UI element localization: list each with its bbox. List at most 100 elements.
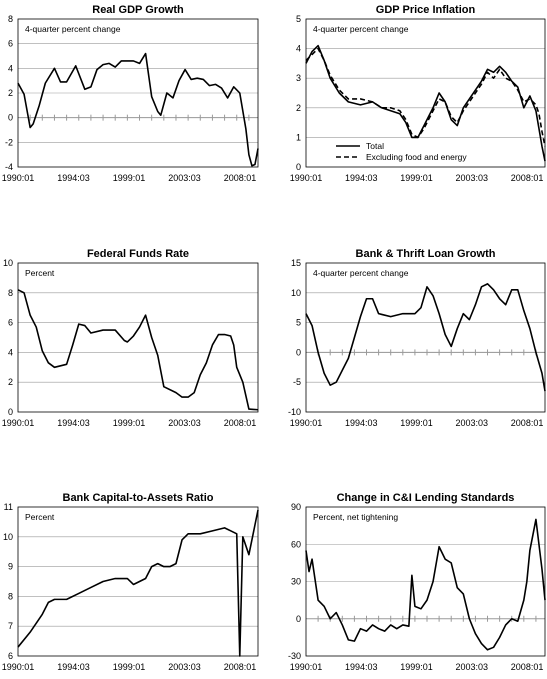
chart-title: Real GDP Growth <box>92 4 184 16</box>
chart-annotation: 4-quarter percent change <box>313 24 409 34</box>
series-line-1 <box>17 52 259 167</box>
x-tick-label: 1990:01 <box>2 418 35 428</box>
y-tick-label: 0 <box>8 407 13 417</box>
series-line-1 <box>17 509 259 657</box>
x-tick-label: 2003:03 <box>456 173 489 183</box>
y-tick-label: -2 <box>5 137 13 147</box>
y-tick-label: -4 <box>5 162 13 172</box>
series-line-2 <box>305 47 546 147</box>
chart-annotation: Percent <box>25 268 55 278</box>
y-tick-label: 10 <box>3 532 13 542</box>
x-tick-label: 1999:01 <box>400 173 433 183</box>
y-tick-label: 10 <box>291 288 301 298</box>
plot-frame <box>305 18 546 168</box>
legend-entry: Excluding food and energy <box>366 152 467 162</box>
x-tick-label: 2008:01 <box>224 173 257 183</box>
series-line-1 <box>305 44 546 162</box>
x-tick-label: 2003:03 <box>456 662 489 672</box>
y-tick-label: 4 <box>296 44 301 54</box>
x-tick-label: 2003:03 <box>456 418 489 428</box>
x-tick-label: 1990:01 <box>290 662 323 672</box>
y-tick-label: 8 <box>8 14 13 24</box>
y-tick-label: 2 <box>8 88 13 98</box>
y-tick-label: 5 <box>296 14 301 24</box>
y-tick-label: 6 <box>8 651 13 661</box>
y-tick-label: 0 <box>296 614 301 624</box>
y-tick-label: 2 <box>8 377 13 387</box>
chart-2: GDP Price Inflation 0 1 2 3 4 5 1990:01 1994:03 1… <box>290 4 546 183</box>
x-tick-label: 1990:01 <box>290 418 323 428</box>
y-tick-label: 6 <box>8 39 13 49</box>
chart-annotation: 4-quarter percent change <box>313 268 409 278</box>
y-tick-label: 2 <box>296 103 301 113</box>
y-tick-label: 0 <box>296 347 301 357</box>
y-tick-label: 9 <box>8 562 13 572</box>
x-tick-label: 2008:01 <box>511 418 544 428</box>
y-tick-label: -5 <box>293 377 301 387</box>
x-tick-label: 1999:01 <box>113 418 146 428</box>
y-tick-label: -30 <box>288 651 301 661</box>
plot-frame <box>17 262 259 413</box>
x-tick-label: 1990:01 <box>2 173 35 183</box>
series-line-1 <box>305 283 546 392</box>
legend-entry: Total <box>366 141 384 151</box>
chart-title: Change in C&I Lending Standards <box>337 492 515 504</box>
y-tick-label: 1 <box>296 132 301 142</box>
plot-frame <box>305 506 546 657</box>
x-tick-label: 1999:01 <box>113 662 146 672</box>
x-tick-label: 1990:01 <box>290 173 323 183</box>
x-tick-label: 2003:03 <box>168 662 201 672</box>
chart-title: Bank & Thrift Loan Growth <box>356 248 496 260</box>
x-tick-label: 1994:03 <box>345 173 378 183</box>
series-line-1 <box>305 518 546 651</box>
plot-frame <box>305 262 546 413</box>
x-tick-label: 1994:03 <box>57 173 90 183</box>
chart-annotation: Percent, net tightening <box>313 512 398 522</box>
x-tick-label: 1999:01 <box>400 418 433 428</box>
x-tick-label: 2008:01 <box>224 418 257 428</box>
chart-1: Real GDP Growth -4 -2 0 2 4 6 8 1990:01 1994:03 19… <box>2 4 259 183</box>
chart-title: Bank Capital-to-Assets Ratio <box>63 492 214 504</box>
x-tick-label: 1999:01 <box>113 173 146 183</box>
y-tick-label: 15 <box>291 258 301 268</box>
x-tick-label: 2008:01 <box>511 173 544 183</box>
y-tick-label: 4 <box>8 347 13 357</box>
y-tick-label: 11 <box>4 502 13 512</box>
y-tick-label: 5 <box>296 318 301 328</box>
x-tick-label: 1999:01 <box>400 662 433 672</box>
plot-frame <box>17 506 259 657</box>
y-tick-label: 10 <box>3 258 13 268</box>
chart-5: Bank Capital-to-Assets Ratio 6 7 8 9 10 11 1990… <box>2 492 259 672</box>
chart-6: Change in C&I Lending Standards -30 0 30 60 9… <box>288 492 546 672</box>
y-tick-label: -10 <box>288 407 301 417</box>
chart-annotation: 4-quarter percent change <box>25 24 121 34</box>
y-tick-label: 90 <box>291 502 301 512</box>
x-tick-label: 2008:01 <box>224 662 257 672</box>
chart-annotation: Percent <box>25 512 55 522</box>
y-tick-label: 7 <box>8 621 13 631</box>
x-tick-label: 1994:03 <box>57 662 90 672</box>
x-tick-label: 2008:01 <box>511 662 544 672</box>
chart-title: GDP Price Inflation <box>376 4 476 16</box>
y-tick-label: 0 <box>296 162 301 172</box>
plot-frame <box>17 18 259 168</box>
series-line-1 <box>17 289 259 411</box>
y-tick-label: 8 <box>8 591 13 601</box>
x-tick-label: 1994:03 <box>345 662 378 672</box>
y-tick-label: 8 <box>8 288 13 298</box>
y-tick-label: 4 <box>8 63 13 73</box>
chart-4: Bank & Thrift Loan Growth -10 -5 0 5 10 15 1990… <box>288 248 546 428</box>
x-tick-label: 2003:03 <box>168 418 201 428</box>
chart-3: Federal Funds Rate 0 2 4 6 8 10 1990:01 1994:03 1… <box>2 248 259 428</box>
y-tick-label: 3 <box>296 73 301 83</box>
x-tick-label: 1990:01 <box>2 662 35 672</box>
chart-title: Federal Funds Rate <box>87 248 189 260</box>
x-tick-label: 2003:03 <box>168 173 201 183</box>
y-tick-label: 30 <box>291 577 301 587</box>
y-tick-label: 0 <box>8 113 13 123</box>
x-tick-label: 1994:03 <box>345 418 378 428</box>
y-tick-label: 60 <box>291 539 301 549</box>
x-tick-label: 1994:03 <box>57 418 90 428</box>
